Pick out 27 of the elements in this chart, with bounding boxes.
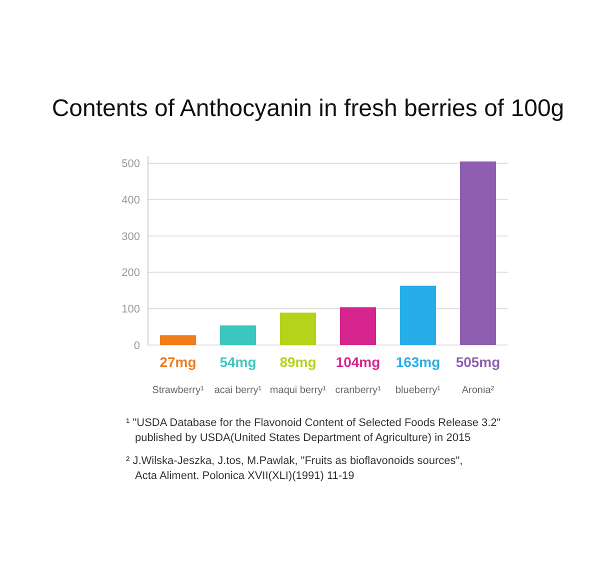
bar [400,286,436,345]
data-label: 505mg [456,354,500,370]
text: ¹ "USDA Database for the Flavonoid Content of Selected Foods Release 3.2" published by USDA(United States Department of Agriculture) in 2015 [126,417,501,444]
bar [460,161,496,345]
x-tick-label: maqui berry¹ [270,385,327,396]
x-tick-label: acai berry¹ [214,385,262,396]
x-tick-label: cranberry¹ [335,385,382,396]
x-tick-label: Strawberry¹ [152,385,204,396]
chart-title: Contents of Anthocyanin in fresh berries of 100g [52,95,564,122]
x-tick-label: blueberry¹ [395,385,442,396]
bar [220,325,256,345]
y-tick-label: 100 [122,304,140,316]
y-tick-label: 0 [134,340,140,352]
bar [160,335,196,345]
bar [280,312,316,345]
data-label: 163mg [396,354,440,370]
y-tick-label: 400 [122,194,140,206]
data-label: 54mg [220,354,256,370]
bar [340,307,376,345]
data-label: 89mg [280,354,316,370]
y-tick-label: 200 [122,267,140,280]
data-label: 104mg [336,354,380,370]
y-tick-label: 500 [122,158,140,170]
data-label: 27mg [160,354,196,370]
text: ² J.Wilska-Jeszka, J.tos, M.Pawlak, "Fruits as bioflavonoids sources", Acta Aliment. Polonica XVII(XLI)(1991) 11-19 [126,455,463,482]
y-tick-label: 300 [122,230,140,243]
x-tick-label: Aronia² [462,385,495,396]
